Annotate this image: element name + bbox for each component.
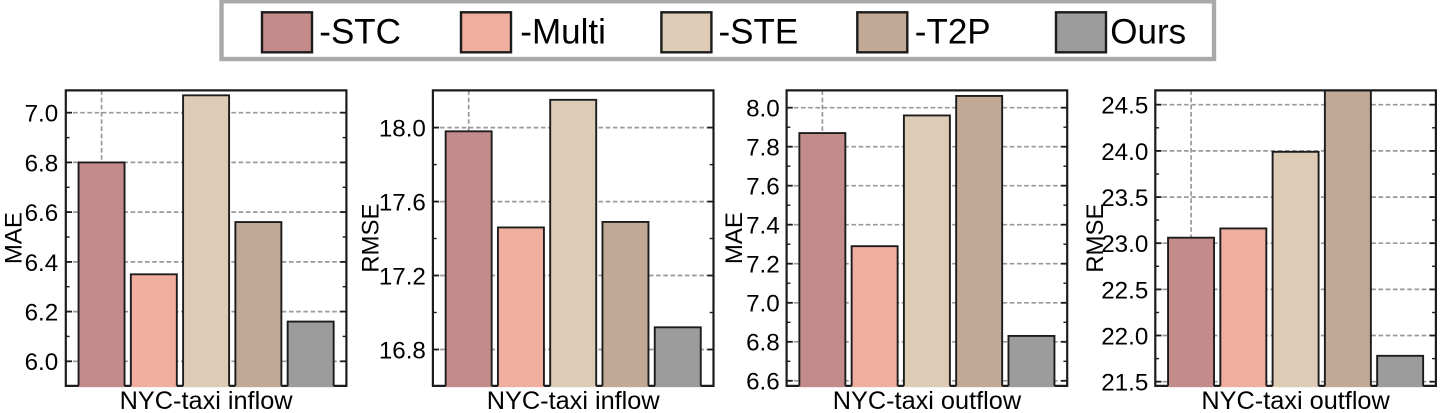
svg-text:-Multi: -Multi [520,12,606,51]
svg-text:16.8: 16.8 [379,337,426,364]
svg-text:7.2: 7.2 [746,252,780,279]
svg-text:22.0: 22.0 [1101,323,1148,350]
svg-text:6.2: 6.2 [25,300,59,327]
svg-text:23.5: 23.5 [1101,185,1148,212]
svg-text:Ours: Ours [1110,12,1186,51]
svg-text:6.0: 6.0 [25,349,59,376]
svg-text:24.0: 24.0 [1101,139,1148,166]
svg-text:RMSE: RMSE [1082,203,1109,272]
svg-text:17.2: 17.2 [379,263,426,290]
svg-text:7.0: 7.0 [746,291,780,318]
svg-text:-T2P: -T2P [915,12,991,51]
svg-text:MAE: MAE [0,212,27,264]
svg-text:RMSE: RMSE [358,203,385,272]
svg-text:MAE: MAE [721,212,748,264]
svg-text:6.6: 6.6 [746,369,780,396]
svg-text:18.0: 18.0 [379,116,426,143]
svg-text:-STC: -STC [319,12,401,51]
svg-text:6.8: 6.8 [25,150,59,177]
svg-text:24.5: 24.5 [1101,93,1148,120]
svg-text:NYC-taxi outflow: NYC-taxi outflow [833,387,1022,413]
svg-text:8.0: 8.0 [746,96,780,123]
svg-text:21.5: 21.5 [1101,370,1148,397]
svg-text:-STE: -STE [719,12,799,51]
svg-text:NYC-taxi outflow: NYC-taxi outflow [1201,387,1390,413]
svg-text:7.4: 7.4 [746,213,780,240]
svg-text:7.8: 7.8 [746,135,780,162]
svg-text:7.6: 7.6 [746,174,780,201]
svg-text:22.5: 22.5 [1101,277,1148,304]
svg-text:23.0: 23.0 [1101,231,1148,258]
svg-text:6.4: 6.4 [25,250,59,277]
svg-text:6.6: 6.6 [25,200,59,227]
svg-text:NYC-taxi inflow: NYC-taxi inflow [487,387,661,413]
svg-text:6.8: 6.8 [746,330,780,357]
svg-text:7.0: 7.0 [25,101,59,128]
svg-text:17.6: 17.6 [379,190,426,217]
svg-text:NYC-taxi inflow: NYC-taxi inflow [120,387,294,413]
